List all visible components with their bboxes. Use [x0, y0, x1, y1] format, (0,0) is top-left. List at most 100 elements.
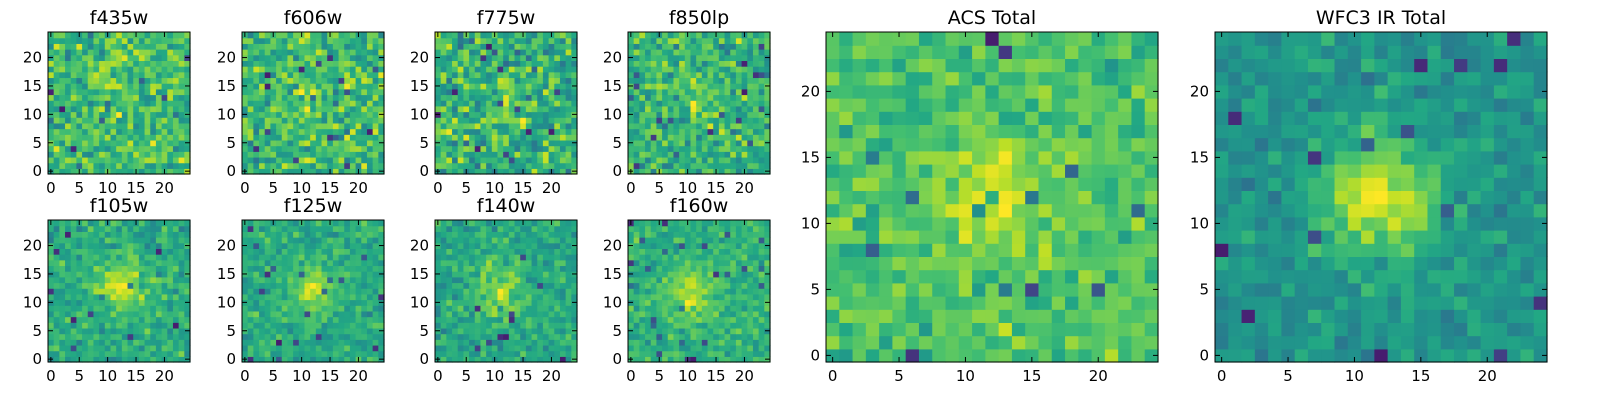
- heatmap-cell: [144, 265, 151, 272]
- heatmap-cell: [349, 322, 357, 329]
- heatmap-cell: [138, 231, 146, 238]
- heatmap-cell: [548, 225, 555, 232]
- heatmap-cell: [508, 259, 516, 267]
- heatmap-cell: [366, 339, 374, 346]
- heatmap-cell: [565, 339, 572, 346]
- heatmap-cell: [554, 282, 561, 289]
- heatmap-cell: [690, 288, 697, 295]
- heatmap-cell: [48, 248, 55, 255]
- heatmap-cell: [741, 71, 748, 79]
- heatmap-cell: [253, 333, 260, 340]
- heatmap-cell: [667, 310, 675, 318]
- heatmap-cell: [735, 162, 743, 169]
- heatmap-cell: [104, 271, 112, 278]
- heatmap-cell: [293, 339, 300, 346]
- heatmap-cell: [639, 117, 646, 124]
- heatmap-cell: [435, 162, 442, 169]
- heatmap-cell: [264, 242, 271, 249]
- heatmap-cell: [315, 237, 323, 244]
- heatmap-cell: [673, 128, 680, 135]
- heatmap-cell: [361, 100, 368, 107]
- heatmap-cell: [338, 105, 345, 113]
- heatmap-cell: [440, 37, 447, 44]
- heatmap-cell: [247, 333, 254, 340]
- heatmap-cell: [172, 356, 180, 363]
- heatmap-cell: [361, 288, 368, 295]
- heatmap-cell: [53, 145, 60, 152]
- heatmap-cell: [259, 32, 266, 39]
- heatmap-cell: [155, 231, 163, 238]
- heatmap-cell: [542, 299, 550, 306]
- heatmap-cell: [747, 156, 754, 164]
- heatmap-cell: [76, 60, 83, 67]
- heatmap-cell: [378, 43, 385, 50]
- heatmap-cell: [104, 66, 112, 73]
- heatmap-cell: [65, 66, 72, 73]
- heatmap-cell: [172, 344, 180, 352]
- heatmap-cell: [559, 83, 567, 90]
- heatmap-cell: [87, 94, 95, 101]
- heatmap-cell: [639, 271, 646, 278]
- heatmap-cell: [639, 83, 646, 90]
- heatmap-cell: [321, 350, 328, 357]
- heatmap-cell: [48, 134, 55, 141]
- heatmap-cell: [293, 276, 300, 284]
- heatmap-cell: [531, 94, 538, 101]
- heatmap-cell: [87, 71, 95, 79]
- heatmap-cell: [247, 156, 254, 164]
- heatmap-cell: [752, 71, 760, 79]
- heatmap-cell: [469, 139, 476, 147]
- heatmap-cell: [161, 162, 168, 169]
- heatmap-cell: [332, 259, 340, 267]
- heatmap-cell: [474, 356, 482, 363]
- heatmap-cell: [520, 305, 527, 312]
- heatmap-cell: [293, 117, 300, 124]
- heatmap-cell: [127, 139, 134, 147]
- heatmap-cell: [667, 350, 675, 357]
- heatmap-cell: [82, 151, 89, 158]
- heatmap-cell: [758, 122, 765, 130]
- heatmap-cell: [645, 299, 652, 306]
- heatmap-cell: [110, 339, 117, 346]
- heatmap-cell: [491, 77, 499, 84]
- heatmap-cell: [144, 111, 151, 118]
- heatmap-cell: [87, 242, 95, 249]
- heatmap-cell: [247, 276, 254, 284]
- heatmap-cell: [310, 327, 317, 335]
- heatmap-cell: [542, 100, 550, 107]
- y-tick-label: 15: [23, 77, 42, 95]
- heatmap-cell: [161, 139, 168, 147]
- heatmap-cell: [696, 37, 703, 44]
- heatmap-cell: [242, 293, 249, 301]
- heatmap-cell: [270, 88, 277, 96]
- heatmap-cell: [276, 305, 283, 312]
- heatmap-cell: [514, 254, 521, 261]
- heatmap-cell: [321, 293, 328, 301]
- heatmap-cell: [304, 156, 311, 164]
- heatmap-cell: [138, 276, 146, 284]
- heatmap-cell: [332, 94, 340, 101]
- heatmap-cell: [315, 49, 323, 56]
- heatmap-cell: [440, 88, 447, 96]
- heatmap-cell: [701, 134, 709, 141]
- heatmap-cell: [178, 237, 185, 244]
- heatmap-cell: [752, 83, 760, 90]
- heatmap-cell: [503, 105, 510, 113]
- heatmap-cell: [366, 271, 374, 278]
- heatmap-cell: [264, 117, 271, 124]
- heatmap-cell: [628, 94, 635, 101]
- heatmap-cell: [327, 293, 334, 301]
- heatmap-cell: [48, 237, 55, 244]
- heatmap-cell: [298, 350, 306, 357]
- heatmap-cell: [503, 350, 510, 357]
- heatmap-cell: [378, 225, 385, 232]
- heatmap-cell: [735, 282, 743, 289]
- heatmap-cell: [571, 310, 578, 318]
- heatmap-cell: [138, 316, 146, 323]
- heatmap-cell: [701, 49, 709, 56]
- heatmap-cell: [59, 122, 66, 130]
- heatmap-cell: [508, 327, 516, 335]
- heatmap-cell: [559, 111, 567, 118]
- heatmap-cell: [184, 231, 191, 238]
- heatmap-cell: [310, 54, 317, 61]
